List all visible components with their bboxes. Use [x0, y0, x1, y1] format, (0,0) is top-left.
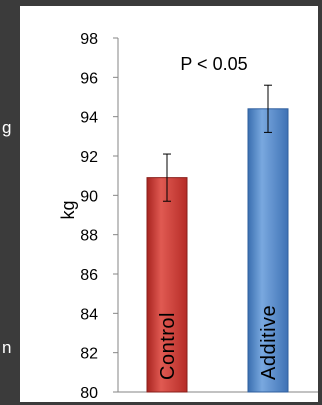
y-tick-label: 88 — [80, 228, 98, 245]
y-tick-label: 96 — [80, 70, 98, 87]
bar-control — [146, 177, 188, 393]
y-tick-label: 80 — [80, 385, 98, 402]
y-tick-label: 84 — [80, 306, 98, 323]
significance-annotation: P < 0.05 — [180, 54, 247, 74]
y-axis-label: kg — [58, 200, 78, 219]
edge-text-bottom: n — [2, 338, 12, 357]
bar-additive — [247, 108, 289, 393]
y-tick-label: 94 — [80, 110, 98, 127]
y-tick-label: 86 — [80, 267, 98, 284]
y-tick-label: 90 — [80, 188, 98, 205]
bar-label-control: Control — [157, 312, 179, 380]
y-tick-label: 92 — [80, 149, 98, 166]
edge-text-top: g — [2, 118, 12, 137]
y-tick-label: 82 — [80, 346, 98, 363]
y-tick-label: 98 — [80, 31, 98, 48]
bar-label-additive: Additive — [258, 305, 280, 380]
